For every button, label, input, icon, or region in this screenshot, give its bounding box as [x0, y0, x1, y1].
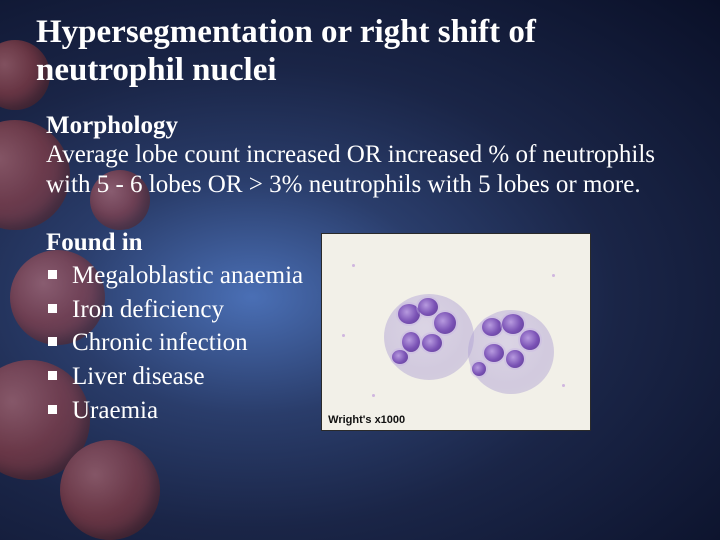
found-in-heading: Found in — [46, 229, 303, 257]
red-cell-icon — [60, 440, 160, 540]
found-in-item: Megaloblastic anaemia — [46, 259, 303, 293]
found-in-item: Chronic infection — [46, 326, 303, 360]
slide-title: Hypersegmentation or right shift of neut… — [36, 14, 690, 90]
found-in-item: Liver disease — [46, 360, 303, 394]
morphology-section: Morphology Average lobe count increased … — [36, 112, 690, 201]
micrograph-image: Wright's x1000 — [321, 233, 591, 431]
micrograph-caption: Wright's x1000 — [328, 414, 405, 426]
micrograph-wrap: Wright's x1000 — [321, 233, 591, 431]
lower-row: Found in Megaloblastic anaemiaIron defic… — [46, 229, 690, 431]
found-in-section: Found in Megaloblastic anaemiaIron defic… — [46, 229, 303, 431]
morphology-text: Average lobe count increased OR increase… — [46, 140, 690, 201]
found-in-list: Megaloblastic anaemiaIron deficiencyChro… — [46, 259, 303, 428]
found-in-item: Iron deficiency — [46, 293, 303, 327]
slide-content: Hypersegmentation or right shift of neut… — [0, 0, 720, 451]
morphology-heading: Morphology — [46, 112, 690, 140]
found-in-item: Uraemia — [46, 394, 303, 428]
